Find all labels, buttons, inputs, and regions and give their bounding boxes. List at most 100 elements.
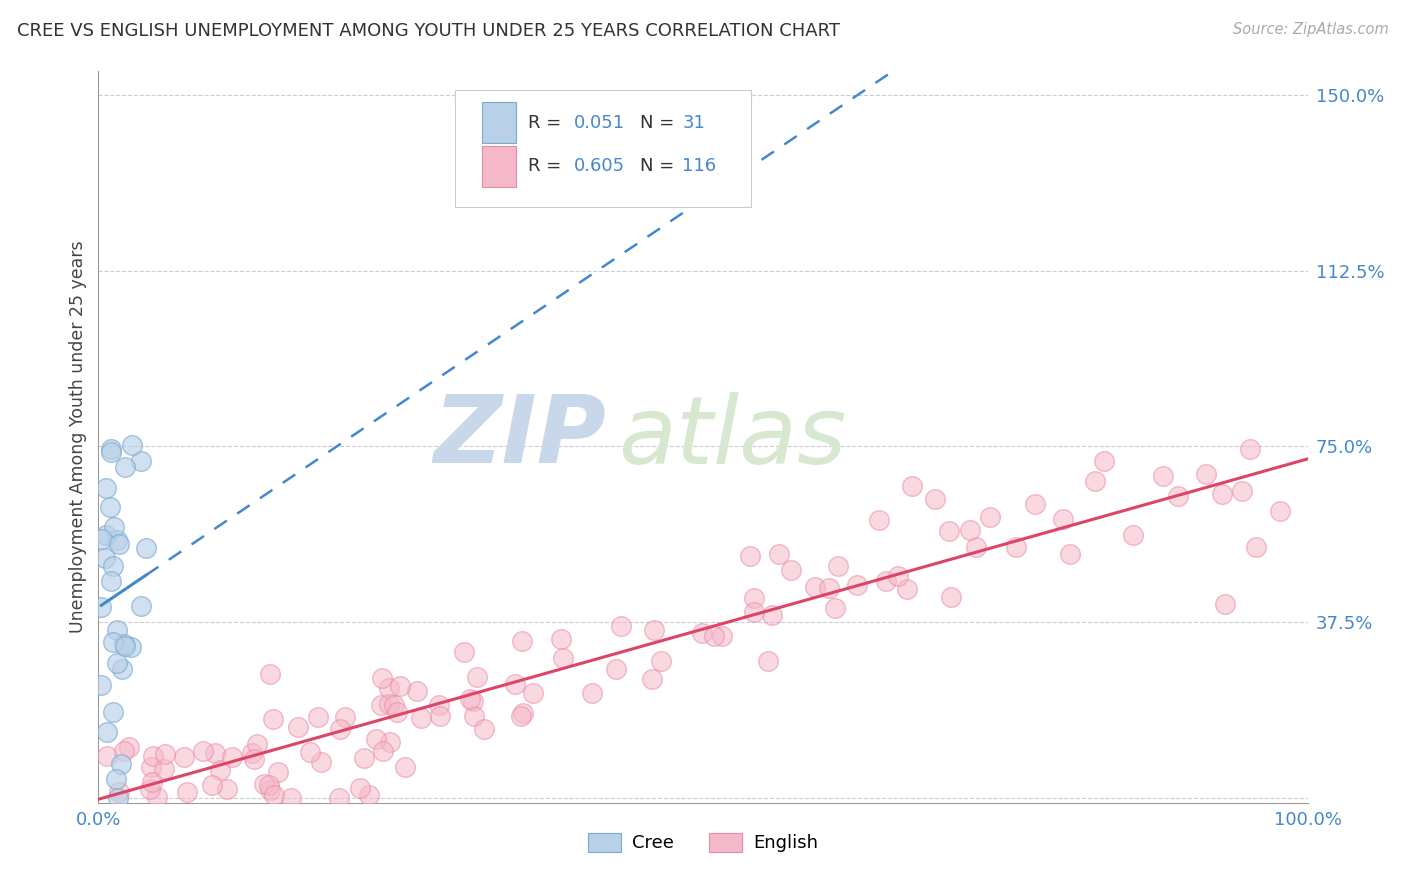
Point	[112, 744, 135, 758]
Point	[96, 749, 118, 764]
Point	[509, 708, 531, 723]
Point	[257, 778, 280, 792]
Point	[1211, 487, 1233, 501]
Point	[328, 791, 350, 805]
Point	[94, 528, 117, 542]
Text: 0.051: 0.051	[574, 113, 624, 131]
Point	[90, 678, 112, 692]
Text: 31: 31	[682, 113, 706, 131]
FancyBboxPatch shape	[482, 103, 516, 143]
Point	[875, 574, 897, 589]
Point	[112, 637, 135, 651]
Point	[309, 756, 332, 770]
Point	[467, 670, 489, 684]
Text: R =: R =	[527, 113, 567, 131]
Point	[215, 782, 238, 797]
Point	[263, 788, 285, 802]
Point	[1052, 512, 1074, 526]
Point	[91, 532, 114, 546]
Point	[142, 749, 165, 764]
Point	[100, 574, 122, 589]
Point	[817, 581, 839, 595]
Point	[298, 745, 321, 759]
Point	[463, 709, 485, 723]
Point	[896, 582, 918, 596]
Point	[1167, 490, 1189, 504]
Point	[104, 772, 127, 786]
Y-axis label: Unemployment Among Youth under 25 years: Unemployment Among Youth under 25 years	[69, 241, 87, 633]
Point	[176, 785, 198, 799]
Point	[373, 744, 395, 758]
Point	[100, 445, 122, 459]
Point	[703, 629, 725, 643]
Point	[453, 644, 475, 658]
Point	[121, 438, 143, 452]
Point	[429, 708, 451, 723]
Point	[307, 710, 329, 724]
Point	[253, 777, 276, 791]
Point	[1059, 547, 1081, 561]
Point	[768, 547, 790, 561]
Point	[740, 549, 762, 564]
Point	[505, 677, 527, 691]
Point	[377, 697, 399, 711]
Point	[353, 750, 375, 764]
Point	[553, 651, 575, 665]
Point	[107, 790, 129, 805]
Point	[105, 624, 128, 638]
Point	[108, 785, 131, 799]
Point	[287, 720, 309, 734]
Point	[105, 656, 128, 670]
Point	[405, 683, 427, 698]
Point	[139, 782, 162, 797]
Point	[388, 679, 411, 693]
Point	[510, 633, 533, 648]
Point	[512, 706, 534, 720]
Text: CREE VS ENGLISH UNEMPLOYMENT AMONG YOUTH UNDER 25 YEARS CORRELATION CHART: CREE VS ENGLISH UNEMPLOYMENT AMONG YOUTH…	[17, 22, 839, 40]
Point	[90, 599, 112, 614]
Point	[640, 672, 662, 686]
Point	[204, 746, 226, 760]
Point	[246, 737, 269, 751]
Point	[965, 540, 987, 554]
Point	[550, 632, 572, 647]
Point	[1084, 474, 1107, 488]
Point	[135, 541, 157, 556]
Point	[103, 705, 125, 719]
Point	[146, 789, 169, 804]
FancyBboxPatch shape	[482, 146, 516, 186]
Point	[938, 524, 960, 538]
Point	[141, 760, 163, 774]
Point	[1239, 442, 1261, 457]
Point	[335, 709, 357, 723]
Point	[901, 479, 924, 493]
Legend: Cree, English: Cree, English	[581, 826, 825, 860]
Point	[129, 453, 152, 467]
Point	[349, 780, 371, 795]
Point	[1232, 483, 1254, 498]
Point	[742, 606, 765, 620]
Point	[259, 666, 281, 681]
Point	[761, 608, 783, 623]
Point	[364, 731, 387, 746]
Point	[711, 629, 734, 643]
Point	[209, 763, 232, 777]
Point	[827, 559, 849, 574]
Point	[429, 698, 451, 713]
Point	[280, 791, 302, 805]
Point	[359, 788, 381, 802]
Text: Source: ZipAtlas.com: Source: ZipAtlas.com	[1233, 22, 1389, 37]
Point	[153, 747, 176, 761]
Point	[100, 442, 122, 456]
Point	[129, 599, 152, 614]
Point	[173, 749, 195, 764]
Text: 116: 116	[682, 158, 717, 176]
Point	[886, 568, 908, 582]
Point	[941, 590, 963, 604]
Point	[581, 686, 603, 700]
Point	[394, 760, 416, 774]
Point	[152, 762, 174, 776]
Point	[105, 533, 128, 548]
Point	[1213, 597, 1236, 611]
Point	[377, 681, 399, 695]
